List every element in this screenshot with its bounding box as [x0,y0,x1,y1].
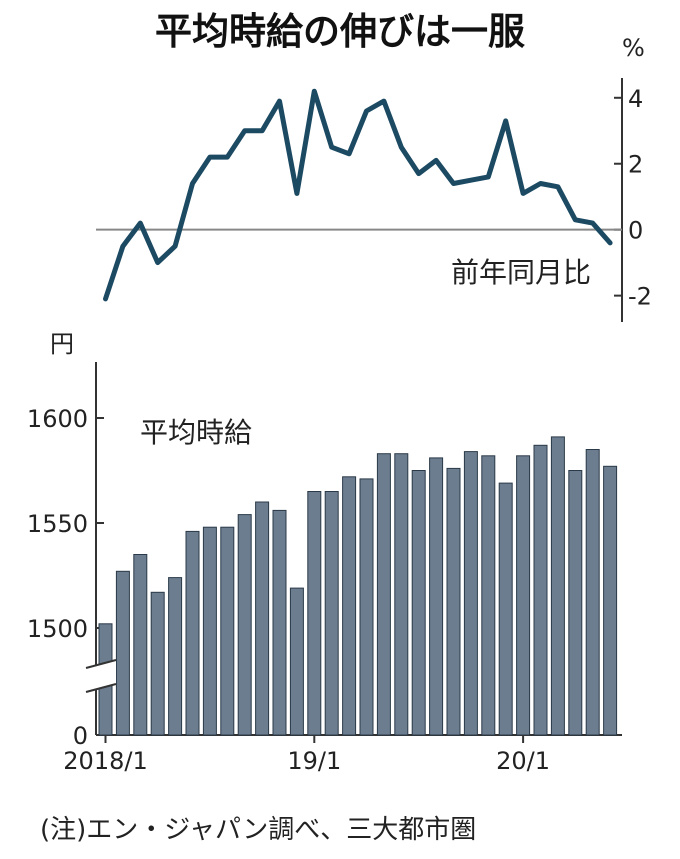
bar [202,526,217,736]
bar-series-label: 平均時給 [140,416,252,449]
bar [220,526,235,736]
bar-chart: 円 1600 1550 1500 0 2018/1 19/1 20/1 平均時給 [27,330,622,775]
line-unit-label: % [622,34,645,62]
line-y-tick-label: 2 [628,151,643,179]
axis-break-line [85,659,117,669]
bar [463,451,478,736]
axis-break-line [85,683,117,693]
line-y-tick-label: -2 [628,283,652,311]
bar [324,491,339,736]
bar [394,453,409,736]
bar [516,455,531,736]
bar [115,570,130,736]
bar [568,470,583,736]
bar [376,453,391,736]
bar [585,449,600,736]
x-tick-label: 19/1 [287,747,341,775]
x-tick-label: 20/1 [496,747,550,775]
bar [168,577,183,736]
bars [98,436,618,736]
bar-y-tick-label: 1500 [27,615,88,643]
axis-break [85,659,117,693]
line-y-tick-label: 0 [628,217,643,245]
bar-y-tick-label: 1550 [27,510,88,538]
bar [272,509,287,736]
bar [133,554,148,736]
footnote: (注)エン・ジャパン調べ、三大都市圏 [40,815,476,845]
bar [446,467,461,736]
line-series-label: 前年同月比 [451,256,591,289]
bar [359,478,374,736]
bar [550,436,565,736]
chart-title: 平均時給の伸びは一服 [155,10,525,53]
line-y-ticks: 4 2 0 -2 [614,85,652,311]
bar [185,530,200,736]
bar [411,470,426,736]
line-y-tick-label: 4 [628,85,643,113]
bar [533,444,548,736]
bar [307,491,322,736]
x-tick-label: 2018/1 [63,747,147,775]
bar [255,501,270,736]
bar [481,455,496,736]
bar [342,476,357,736]
bar [429,457,444,736]
bar [237,514,252,736]
bar-y-ticks: 1600 1550 1500 0 [27,405,104,750]
bar-unit-label: 円 [50,330,74,358]
series-line [103,88,613,302]
bar-baseline-label: 0 [73,722,88,750]
axis-break-gap [86,660,116,692]
bar [603,465,618,736]
x-ticks: 2018/1 19/1 20/1 [63,735,550,775]
bar [498,482,513,736]
line-chart: % 4 2 0 -2 前年同月比 [96,34,652,322]
bar-y-tick-label: 1600 [27,405,88,433]
bar [150,591,165,736]
bar [289,587,304,736]
